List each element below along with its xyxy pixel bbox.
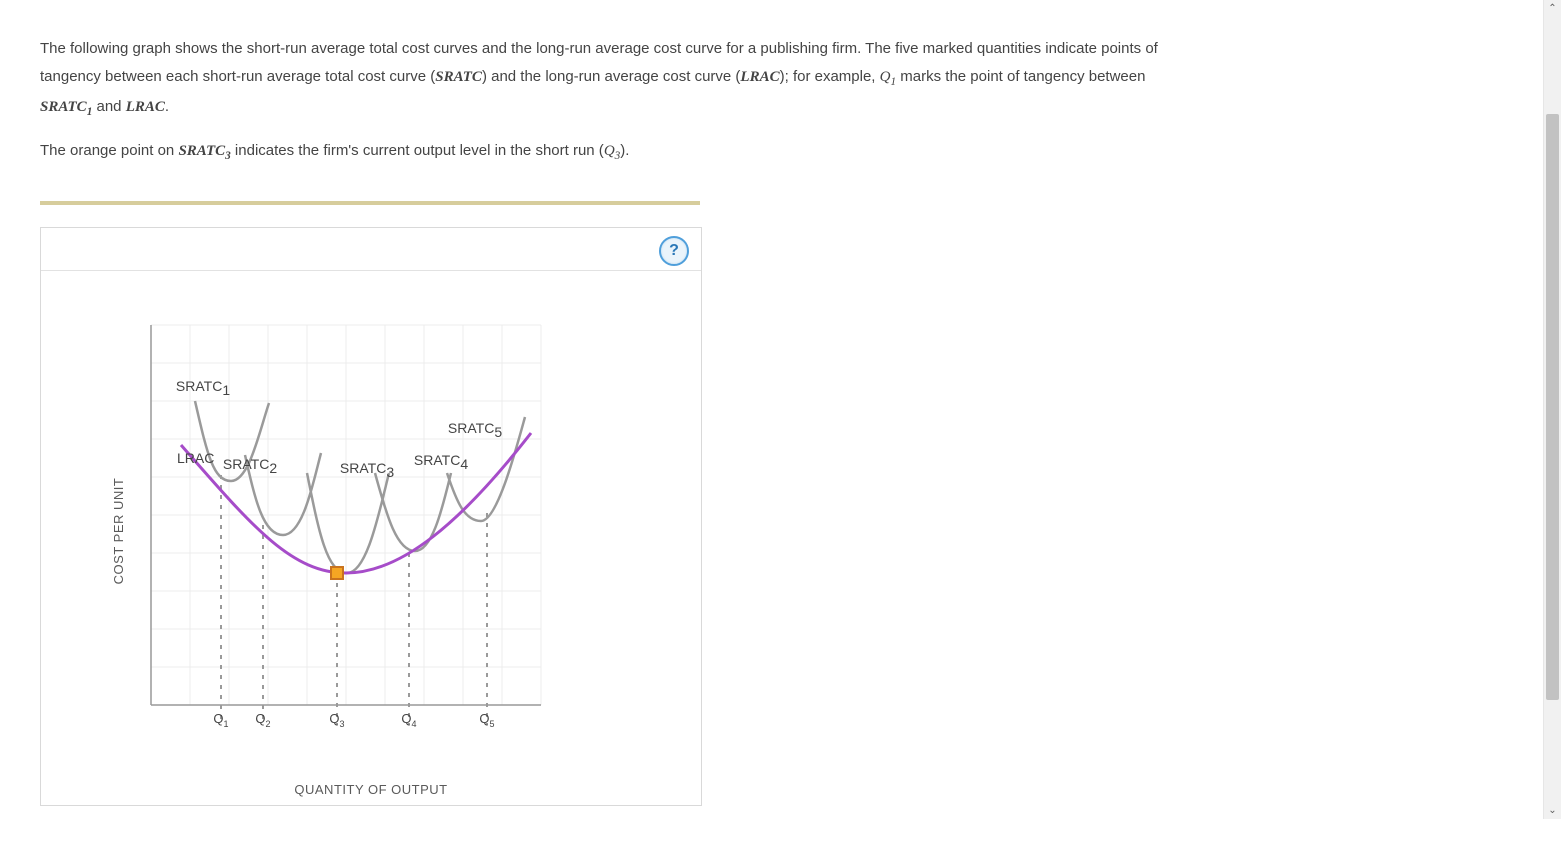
text-seg: The orange point on (40, 142, 178, 159)
svg-text:Q2: Q2 (255, 711, 270, 729)
svg-text:SRATC1: SRATC1 (176, 378, 230, 398)
y-axis-label: COST PER UNIT (111, 478, 126, 585)
chart-panel: ? COST PER UNIT Q1Q2Q3Q4Q5SRATC1SRATC2SR… (40, 227, 702, 806)
text-seg: indicates the firm's current output leve… (231, 142, 604, 159)
page-root: The following graph shows the short-run … (0, 0, 1561, 846)
text-seg: marks the point of tangency between (896, 68, 1145, 85)
svg-text:Q3: Q3 (329, 711, 344, 729)
help-button[interactable]: ? (659, 236, 689, 266)
chart-area: COST PER UNIT Q1Q2Q3Q4Q5SRATC1SRATC2SRAT… (41, 271, 701, 791)
sratc-letter: SRATC (40, 99, 87, 115)
help-icon: ? (669, 242, 679, 260)
svg-text:Q4: Q4 (401, 711, 416, 729)
scroll-up-arrow-icon[interactable]: ⌃ (1544, 0, 1561, 17)
svg-text:Q5: Q5 (479, 711, 494, 729)
sratc3-letter: SRATC (178, 143, 225, 159)
section-divider (40, 201, 700, 205)
var-q3: Q3 (604, 143, 620, 159)
var-sratc: SRATC (435, 69, 482, 85)
text-seg: ) and the long-run average cost curve ( (482, 68, 740, 85)
svg-text:LRAC: LRAC (177, 450, 214, 466)
problem-text: The following graph shows the short-run … (40, 35, 1160, 167)
var-lrac: LRAC (740, 69, 779, 85)
scroll-down-arrow-icon[interactable]: ⌄ (1544, 802, 1561, 819)
svg-text:Q1: Q1 (213, 711, 228, 729)
q3-letter: Q (604, 143, 615, 159)
text-seg: . (165, 98, 169, 115)
var-sratc1: SRATC1 (40, 99, 92, 115)
cost-chart[interactable]: Q1Q2Q3Q4Q5SRATC1SRATC2SRATC3SRATC4SRATC5… (131, 305, 551, 785)
text-seg: ); for example, (780, 68, 880, 85)
var-sratc3: SRATC3 (178, 143, 230, 159)
text-seg: and (92, 98, 125, 115)
paragraph-2: The orange point on SRATC3 indicates the… (40, 137, 1160, 167)
chart-toolbar: ? (41, 228, 701, 271)
var-q1: Q1 (880, 69, 896, 85)
x-axis-label: QUANTITY OF OUTPUT (294, 782, 447, 797)
scrollbar-thumb[interactable] (1546, 114, 1559, 700)
var-lrac2: LRAC (126, 99, 165, 115)
svg-text:SRATC5: SRATC5 (448, 420, 502, 440)
q-letter: Q (880, 69, 891, 85)
vertical-scrollbar[interactable]: ⌃ ⌄ (1543, 0, 1561, 819)
paragraph-1: The following graph shows the short-run … (40, 35, 1160, 122)
text-seg: ). (620, 142, 629, 159)
svg-text:SRATC4: SRATC4 (414, 452, 468, 472)
